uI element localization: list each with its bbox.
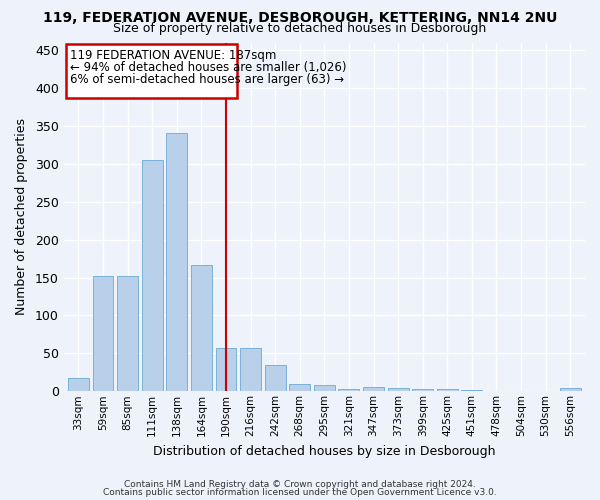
Bar	[117, 276, 138, 392]
Bar	[240, 348, 261, 392]
Bar	[215, 348, 236, 392]
FancyBboxPatch shape	[66, 44, 237, 98]
Bar	[560, 388, 581, 392]
X-axis label: Distribution of detached houses by size in Desborough: Distribution of detached houses by size …	[153, 444, 496, 458]
Bar	[314, 385, 335, 392]
Bar	[92, 276, 113, 392]
Bar	[338, 389, 359, 392]
Bar	[68, 378, 89, 392]
Text: Size of property relative to detached houses in Desborough: Size of property relative to detached ho…	[113, 22, 487, 35]
Bar	[363, 388, 384, 392]
Text: 6% of semi-detached houses are larger (63) →: 6% of semi-detached houses are larger (6…	[70, 73, 344, 86]
Bar	[265, 364, 286, 392]
Bar	[412, 389, 433, 392]
Bar	[191, 264, 212, 392]
Text: Contains HM Land Registry data © Crown copyright and database right 2024.: Contains HM Land Registry data © Crown c…	[124, 480, 476, 489]
Bar	[166, 134, 187, 392]
Text: Contains public sector information licensed under the Open Government Licence v3: Contains public sector information licen…	[103, 488, 497, 497]
Text: 119, FEDERATION AVENUE, DESBOROUGH, KETTERING, NN14 2NU: 119, FEDERATION AVENUE, DESBOROUGH, KETT…	[43, 11, 557, 25]
Bar	[142, 160, 163, 392]
Bar	[388, 388, 409, 392]
Text: 119 FEDERATION AVENUE: 187sqm: 119 FEDERATION AVENUE: 187sqm	[70, 48, 276, 62]
Text: ← 94% of detached houses are smaller (1,026): ← 94% of detached houses are smaller (1,…	[70, 60, 346, 74]
Bar	[437, 389, 458, 392]
Bar	[461, 390, 482, 392]
Y-axis label: Number of detached properties: Number of detached properties	[15, 118, 28, 316]
Bar	[289, 384, 310, 392]
